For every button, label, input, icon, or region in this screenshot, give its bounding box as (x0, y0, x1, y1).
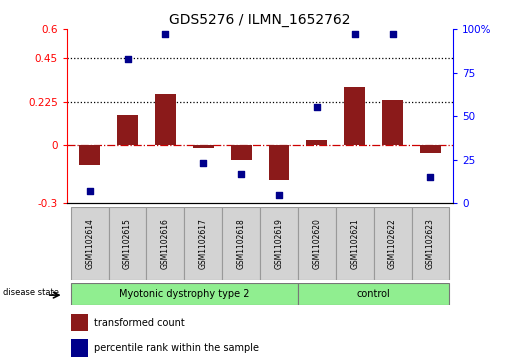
Point (161, 31, 169, 37)
Bar (231, 145, 251, 160)
Bar (109, 207, 146, 280)
Text: GSM1102622: GSM1102622 (388, 218, 397, 269)
Text: GSM1102615: GSM1102615 (123, 218, 132, 269)
Bar (71, 283, 298, 305)
Bar (155, 94, 176, 145)
Text: GSM1102616: GSM1102616 (161, 218, 170, 269)
Bar (298, 207, 336, 280)
Bar (222, 207, 260, 280)
Text: GSM1102621: GSM1102621 (350, 218, 359, 269)
Point (313, 105, 321, 110)
Point (426, 174, 435, 180)
Text: disease state: disease state (3, 289, 59, 297)
Bar (420, 145, 441, 153)
Point (237, 171, 245, 176)
Text: percentile rank within the sample: percentile rank within the sample (94, 343, 259, 353)
Bar (260, 207, 298, 280)
Bar (374, 207, 411, 280)
Point (85, 188, 94, 194)
Text: GSM1102620: GSM1102620 (313, 218, 321, 269)
Bar (298, 283, 450, 305)
Bar (336, 207, 374, 280)
Bar (71, 314, 88, 331)
Text: GSM1102618: GSM1102618 (236, 218, 246, 269)
Bar (146, 207, 184, 280)
Bar (411, 207, 450, 280)
Point (388, 31, 397, 37)
Text: GSM1102617: GSM1102617 (199, 218, 208, 269)
Bar (184, 207, 222, 280)
Bar (79, 145, 100, 164)
Text: Myotonic dystrophy type 2: Myotonic dystrophy type 2 (119, 289, 250, 299)
Point (124, 56, 132, 62)
Bar (345, 87, 365, 145)
Point (275, 192, 283, 197)
Bar (193, 145, 214, 148)
Text: GSM1102619: GSM1102619 (274, 218, 284, 269)
Text: GSM1102614: GSM1102614 (85, 218, 94, 269)
Bar (269, 145, 289, 180)
Bar (382, 100, 403, 145)
Bar (306, 140, 328, 145)
Bar (117, 115, 138, 145)
Text: transformed count: transformed count (94, 318, 185, 328)
Title: GDS5276 / ILMN_1652762: GDS5276 / ILMN_1652762 (169, 13, 351, 26)
Point (351, 31, 359, 37)
Bar (71, 339, 88, 357)
Text: GSM1102623: GSM1102623 (426, 218, 435, 269)
Point (199, 160, 208, 166)
Text: control: control (357, 289, 390, 299)
Bar (71, 207, 109, 280)
